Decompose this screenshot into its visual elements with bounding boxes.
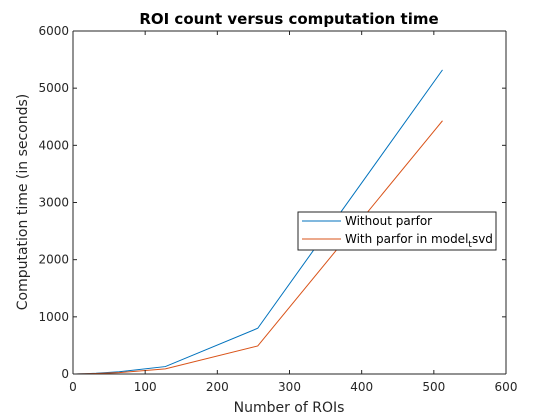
y-axis-label: Computation time (in seconds) [15,94,31,311]
y-tick-label: 2000 [38,253,69,267]
plot-area [73,31,506,374]
legend: Without parfor With parfor in modeltsvd [297,211,497,251]
legend-label-with-parfor-subscript: t [468,240,472,250]
y-tick-label: 4000 [38,138,69,152]
y-tick-label: 6000 [38,24,69,38]
y-tick-label: 5000 [38,81,69,95]
plot-background [73,31,506,374]
legend-label-with-parfor: With parfor in modeltsvd [345,232,493,250]
y-tick-label: 3000 [38,196,69,210]
x-tick-label: 200 [206,380,229,394]
y-tick-label: 0 [61,367,69,381]
y-tick-label: 1000 [38,310,69,324]
x-ticks: 0 100 200 300 400 500 600 [69,31,517,394]
y-ticks: 0 1000 2000 3000 4000 5000 6000 [38,24,506,381]
x-tick-label: 400 [350,380,373,394]
x-tick-label: 600 [495,380,518,394]
x-tick-label: 100 [134,380,157,394]
legend-label-with-parfor-suffix: svd [472,232,493,246]
legend-label-with-parfor-main: With parfor in model [345,232,468,246]
legend-box [297,211,497,251]
x-tick-label: 300 [278,380,301,394]
x-tick-label: 0 [69,380,77,394]
legend-label-without-parfor: Without parfor [345,214,432,228]
chart-title: ROI count versus computation time [139,10,438,28]
x-axis-label: Number of ROIs [234,400,345,416]
x-tick-label: 500 [422,380,445,394]
